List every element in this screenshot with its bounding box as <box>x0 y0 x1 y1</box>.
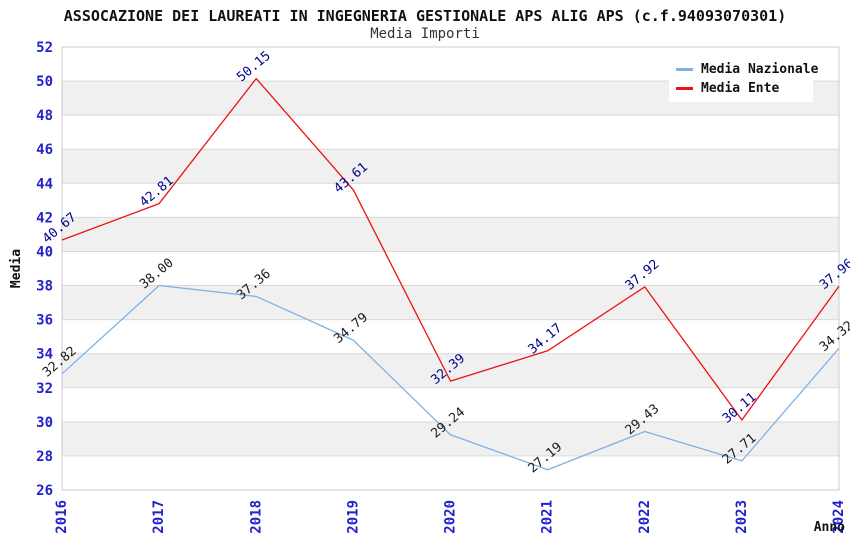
y-tick-label: 34 <box>36 347 53 363</box>
legend-label: Media Nazionale <box>701 62 819 77</box>
y-tick-label: 28 <box>36 449 53 465</box>
x-tick-label: 2019 <box>345 500 361 534</box>
legend-swatch-icon <box>676 87 693 90</box>
y-tick-label: 44 <box>36 176 53 192</box>
y-tick-label: 52 <box>36 40 53 56</box>
data-label: 50.15 <box>234 49 274 86</box>
y-tick-label: 40 <box>36 244 53 260</box>
legend-item: Media Nazionale <box>669 60 818 79</box>
series-line-media-nazionale <box>61 284 840 471</box>
chart-legend: Media Nazionale Media Ente <box>669 56 818 102</box>
x-tick-label: 2021 <box>540 500 556 534</box>
legend-swatch-icon <box>676 68 693 71</box>
x-tick-label: 2020 <box>443 500 459 534</box>
y-tick-label: 46 <box>36 142 53 158</box>
plot-band <box>62 149 839 184</box>
data-label: 30.11 <box>720 390 760 427</box>
data-label: 34.32 <box>817 318 850 355</box>
x-tick-label: 2024 <box>831 500 847 534</box>
y-tick-label: 38 <box>36 279 53 295</box>
y-tick-label: 48 <box>36 108 53 124</box>
y-tick-label: 32 <box>36 381 53 397</box>
plot-band <box>62 421 839 456</box>
legend-label: Media Ente <box>701 81 780 96</box>
y-axis-title: Media <box>9 249 24 288</box>
x-tick-label: 2018 <box>248 500 264 534</box>
plot-band <box>62 217 839 252</box>
plot-band <box>62 285 839 320</box>
x-tick-label: 2023 <box>734 500 750 534</box>
y-tick-label: 50 <box>36 74 53 90</box>
y-tick-label: 36 <box>36 313 53 329</box>
plot-border <box>61 46 840 491</box>
chart-title: ASSOCAZIONE DEI LAUREATI IN INGEGNERIA G… <box>63 7 787 25</box>
y-tick-label: 26 <box>36 483 53 499</box>
legend-item: Media Ente <box>669 79 813 98</box>
x-tick-label: 2017 <box>151 500 167 534</box>
chart-subtitle: Media Importi <box>370 26 480 42</box>
x-tick-label: 2022 <box>637 500 653 534</box>
plot-band <box>62 353 839 388</box>
x-tick-label: 2016 <box>54 500 70 534</box>
y-tick-label: 42 <box>36 210 53 226</box>
y-tick-label: 30 <box>36 415 53 431</box>
x-axis-title: Anno <box>814 520 845 535</box>
series-line-media-ente <box>61 77 840 421</box>
